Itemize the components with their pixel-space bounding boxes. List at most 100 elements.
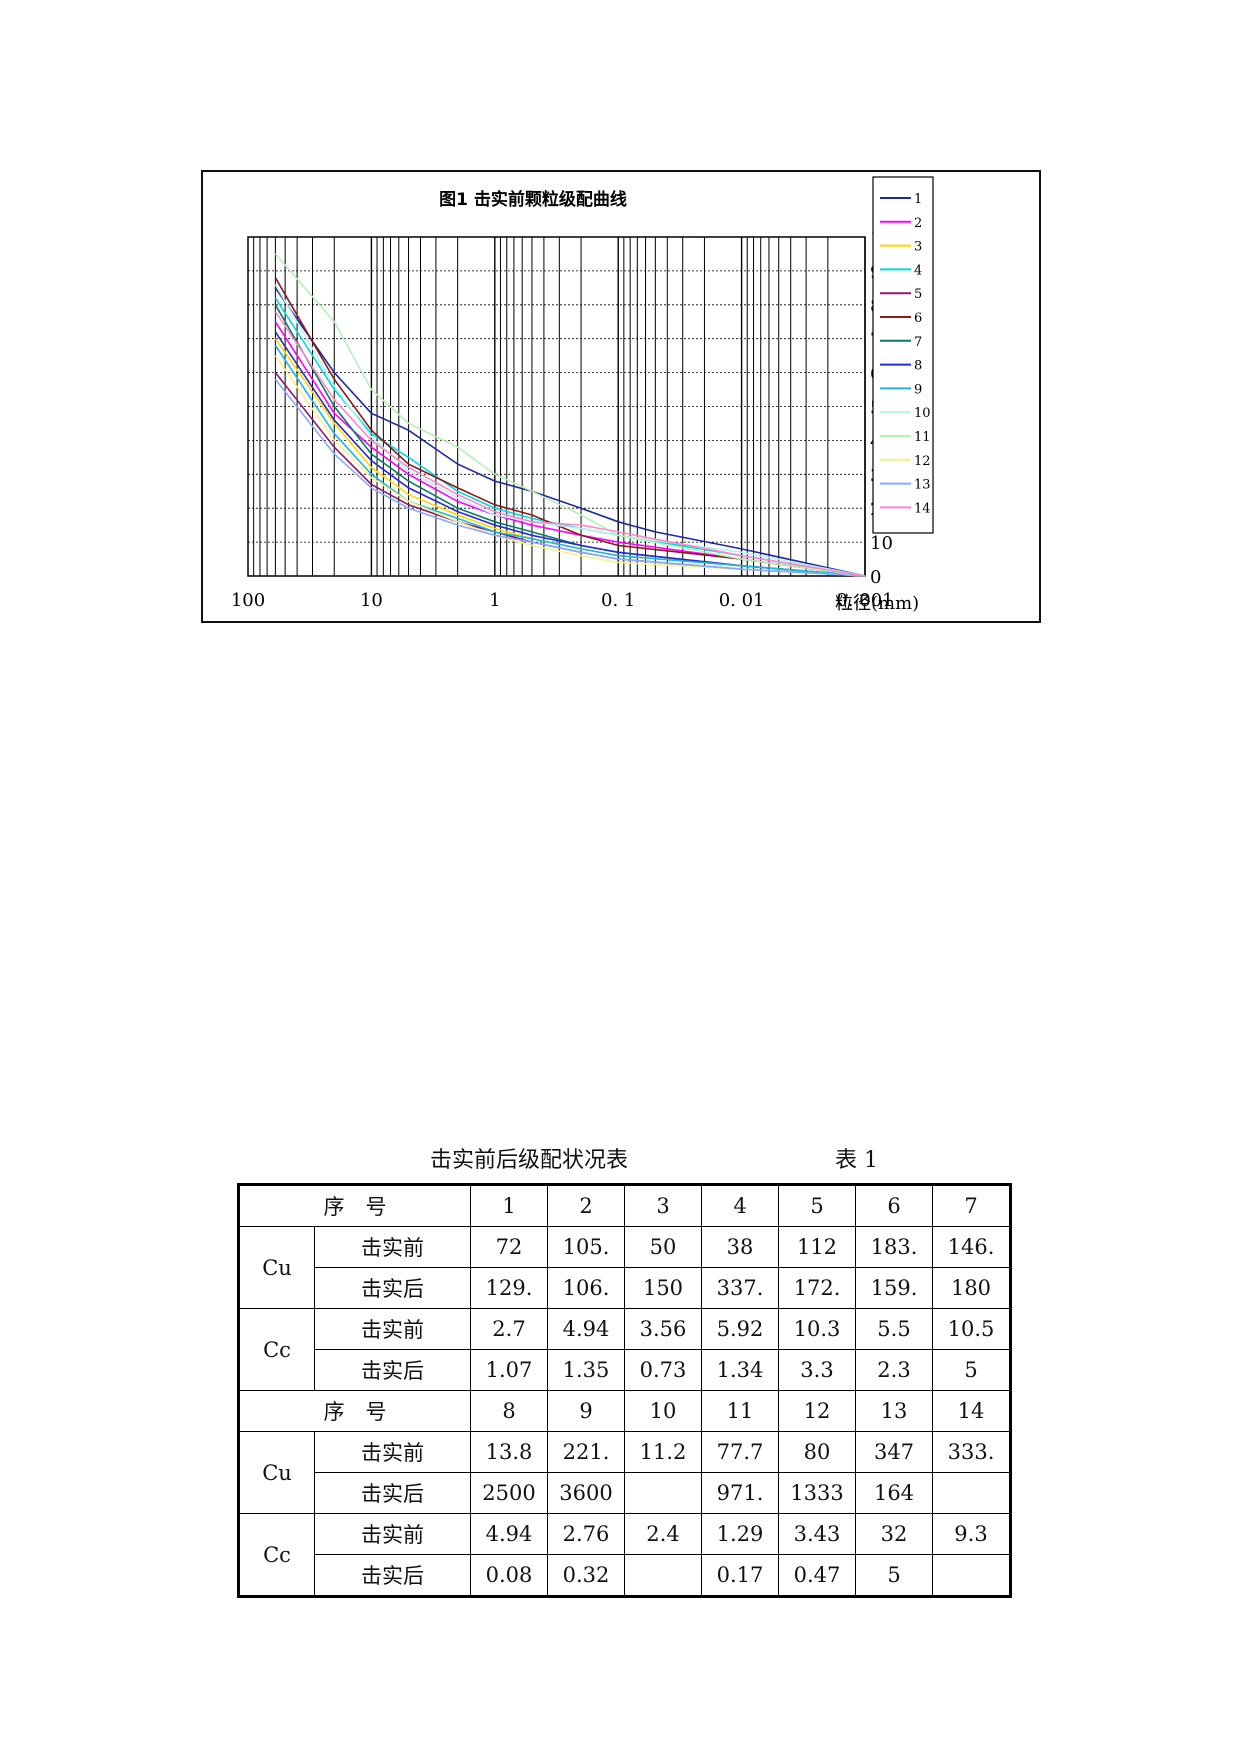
- seq-header-cell: 序 号: [238, 1390, 471, 1432]
- sample-id-cell: 11: [701, 1390, 779, 1432]
- legend-box: [872, 176, 934, 534]
- sample-id-cell: 1: [470, 1184, 548, 1227]
- table-number: 表 1: [835, 1148, 878, 1173]
- value-cell: 3600: [547, 1472, 625, 1514]
- condition-cell: 击实后: [314, 1554, 471, 1597]
- table-caption: 击实前后级配状况表: [430, 1148, 629, 1173]
- value-cell: 9.3: [932, 1513, 1011, 1555]
- y-tick-label: 0: [870, 567, 881, 588]
- value-cell: 5: [932, 1349, 1011, 1391]
- seq-header-cell: 序 号: [238, 1184, 471, 1227]
- condition-cell: 击实前: [314, 1431, 471, 1473]
- sample-id-cell: 13: [855, 1390, 933, 1432]
- value-cell: 1.29: [701, 1513, 779, 1555]
- value-cell: 2.7: [470, 1308, 548, 1350]
- value-cell: 11.2: [624, 1431, 702, 1473]
- table-row: 击实后 0.08 0.32 0.17 0.47 5: [239, 1554, 1011, 1597]
- legend-label-6: 6: [914, 311, 922, 326]
- value-cell: 38: [701, 1226, 779, 1268]
- value-cell: 50: [624, 1226, 702, 1268]
- sample-id-cell: 2: [547, 1184, 625, 1227]
- value-cell: 13.8: [470, 1431, 548, 1473]
- value-cell: 0.08: [470, 1554, 548, 1597]
- value-cell: 80: [778, 1431, 856, 1473]
- x-tick-label: 1: [489, 590, 500, 611]
- value-cell: 0.47: [778, 1554, 856, 1597]
- value-cell: [932, 1554, 1011, 1597]
- value-cell: 2500: [470, 1472, 548, 1514]
- value-cell: 333.: [932, 1431, 1011, 1473]
- series-line-1: [274, 287, 866, 577]
- table-row: Cu 击实前 72 105. 50 38 112 183. 146.: [238, 1226, 1011, 1309]
- value-cell: 5.92: [701, 1308, 779, 1350]
- sample-id-cell: 4: [701, 1184, 779, 1227]
- legend-label-8: 8: [914, 359, 922, 374]
- legend-label-7: 7: [914, 335, 922, 350]
- x-axis-label: 粒径(mm): [835, 593, 919, 614]
- condition-cell: 击实前: [314, 1513, 471, 1555]
- value-cell: 5: [855, 1554, 933, 1597]
- table-row: Cu 击实前 13.8 221. 11.2 77.7 80 347 333.: [238, 1431, 1011, 1514]
- value-cell: 971.: [701, 1472, 779, 1514]
- value-cell: [932, 1472, 1011, 1514]
- value-cell: 32: [855, 1513, 933, 1555]
- value-cell: 105.: [547, 1226, 625, 1268]
- value-cell: 1.07: [470, 1349, 548, 1391]
- table-row: 击实后 129. 106. 150 337. 172. 159. 180: [239, 1267, 1011, 1309]
- value-cell: [624, 1554, 702, 1597]
- chart-title: 图1 击实前颗粒级配曲线: [439, 189, 627, 210]
- grading-chart-before: 图1 击实前颗粒级配曲线0102030405060708090100100101…: [231, 176, 934, 614]
- value-cell: 337.: [701, 1267, 779, 1309]
- value-cell: 4.94: [547, 1308, 625, 1350]
- value-cell: 10.3: [778, 1308, 856, 1350]
- series-line-6: [274, 277, 866, 577]
- value-cell: 1.34: [701, 1349, 779, 1391]
- x-tick-label: 0. 1: [601, 590, 635, 611]
- value-cell: 77.7: [701, 1431, 779, 1473]
- value-cell: 3.3: [778, 1349, 856, 1391]
- sample-id-cell: 14: [932, 1390, 1011, 1432]
- series-line-10: [274, 284, 866, 577]
- value-cell: 159.: [855, 1267, 933, 1309]
- sample-id-cell: 5: [778, 1184, 856, 1227]
- value-cell: 2.3: [855, 1349, 933, 1391]
- condition-cell: 击实后: [314, 1267, 471, 1309]
- sample-id-cell: 8: [470, 1390, 548, 1432]
- sample-id-cell: 3: [624, 1184, 702, 1227]
- y-tick-label: 10: [870, 533, 893, 554]
- series-line-14: [274, 311, 866, 577]
- value-cell: 2.4: [624, 1513, 702, 1555]
- value-cell: 106.: [547, 1267, 625, 1309]
- legend-label-11: 11: [914, 430, 931, 445]
- x-tick-label: 100: [231, 590, 265, 611]
- value-cell: 164: [855, 1472, 933, 1514]
- sample-id-cell: 6: [855, 1184, 933, 1227]
- value-cell: 112: [778, 1226, 856, 1268]
- table-row: Cc 击实前 2.7 4.94 3.56 5.92 10.3 5.5 10.5: [238, 1308, 1011, 1391]
- value-cell: 172.: [778, 1267, 856, 1309]
- value-cell: 150: [624, 1267, 702, 1309]
- legend-label-2: 2: [914, 216, 922, 231]
- series-line-2: [274, 321, 866, 577]
- value-cell: 183.: [855, 1226, 933, 1268]
- condition-cell: 击实前: [314, 1308, 471, 1350]
- value-cell: 0.73: [624, 1349, 702, 1391]
- value-cell: 10.5: [932, 1308, 1011, 1350]
- value-cell: 146.: [932, 1226, 1011, 1268]
- value-cell: 0.32: [547, 1554, 625, 1597]
- series-line-8: [274, 331, 866, 577]
- table-row: 击实后 2500 3600 971. 1333 164: [239, 1472, 1011, 1514]
- value-cell: 129.: [470, 1267, 548, 1309]
- parameter-cell: Cu: [238, 1226, 315, 1309]
- chart-figure-1: 图1 击实前颗粒级配曲线0102030405060708090100100101…: [201, 170, 1041, 623]
- condition-cell: 击实后: [314, 1472, 471, 1514]
- parameter-cell: Cu: [238, 1431, 315, 1514]
- value-cell: 180: [932, 1267, 1011, 1309]
- table-row: 击实后 1.07 1.35 0.73 1.34 3.3 2.3 5: [239, 1349, 1011, 1391]
- value-cell: 2.76: [547, 1513, 625, 1555]
- sample-id-cell: 12: [778, 1390, 856, 1432]
- value-cell: 1.35: [547, 1349, 625, 1391]
- value-cell: 4.94: [470, 1513, 548, 1555]
- value-cell: 3.56: [624, 1308, 702, 1350]
- legend-label-3: 3: [914, 240, 922, 255]
